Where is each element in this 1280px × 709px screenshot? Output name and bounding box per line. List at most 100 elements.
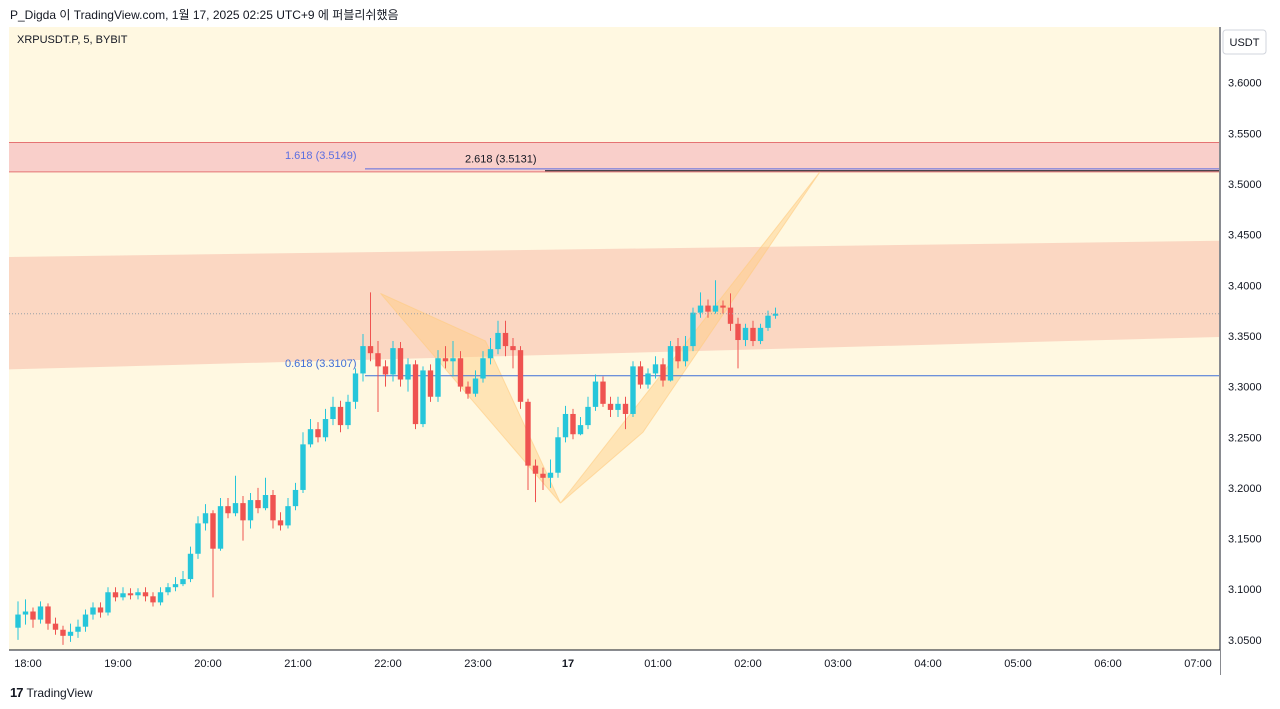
candle[interactable] [600,376,606,407]
candle[interactable] [720,300,726,314]
candle[interactable] [255,487,261,514]
candle[interactable] [330,396,336,426]
candle[interactable] [607,396,614,418]
candle[interactable] [540,467,546,490]
candle[interactable] [337,400,344,433]
candle[interactable] [82,609,89,632]
candle[interactable] [412,360,419,430]
candle[interactable] [637,361,644,389]
candle[interactable] [352,368,359,409]
candle[interactable] [105,587,111,616]
candle[interactable] [405,358,411,392]
candle[interactable] [135,588,141,600]
candle[interactable] [67,623,74,642]
candle[interactable] [360,333,366,382]
candle[interactable] [712,280,719,314]
candle[interactable] [15,601,21,640]
candle[interactable] [465,381,471,399]
candle[interactable] [727,293,734,331]
candle[interactable] [277,512,284,531]
candle[interactable] [345,394,351,430]
candle[interactable] [75,619,81,638]
candle[interactable] [382,360,389,387]
candle[interactable] [502,320,509,357]
candle[interactable] [742,323,749,347]
candle[interactable] [532,459,539,503]
candle[interactable] [60,625,66,645]
candle[interactable] [772,307,779,319]
candle[interactable] [180,570,186,587]
candle[interactable] [525,398,531,490]
candle[interactable] [697,292,704,318]
candle[interactable] [435,350,441,402]
candle[interactable] [292,482,299,511]
candle[interactable] [367,292,374,362]
candle[interactable] [630,361,636,418]
candle[interactable] [397,342,404,387]
rising-channel[interactable] [9,240,1219,370]
candle[interactable] [97,602,104,618]
candle[interactable] [555,427,561,478]
candle[interactable] [210,510,216,598]
candle[interactable] [705,299,711,318]
candle[interactable] [142,587,149,602]
candle[interactable] [585,396,591,430]
candle[interactable] [307,419,314,448]
candle[interactable] [112,587,119,602]
candle[interactable] [285,498,291,529]
candle[interactable] [592,374,599,411]
candle[interactable] [232,475,239,517]
candle[interactable] [682,335,689,367]
candle[interactable] [480,351,486,383]
candle[interactable] [472,370,479,397]
currency-selector[interactable]: USDT [1222,29,1267,55]
candle[interactable] [315,422,321,443]
candle[interactable] [30,607,36,628]
currency-box[interactable] [1222,29,1267,55]
candle[interactable] [457,351,464,392]
candle[interactable] [300,432,306,493]
symbol-label[interactable]: XRPUSDT.P, 5, BYBIT [17,34,128,46]
candle[interactable] [127,588,134,600]
candle[interactable] [577,417,584,436]
candle[interactable] [37,601,44,624]
candle[interactable] [262,477,269,511]
candle[interactable] [675,337,681,369]
candle[interactable] [165,583,171,596]
pattern-triangle-xab[interactable] [380,292,561,504]
candle[interactable] [322,408,329,442]
candle[interactable] [450,341,456,377]
candle[interactable] [510,337,516,369]
candle[interactable] [240,496,246,541]
candle[interactable] [667,341,674,382]
candle[interactable] [390,341,396,382]
candle[interactable] [615,396,621,418]
candle[interactable] [622,396,629,430]
candle[interactable] [375,341,381,412]
candle[interactable] [427,364,434,402]
candle[interactable] [660,358,666,387]
candle[interactable] [750,320,756,347]
candle[interactable] [757,323,764,345]
candle[interactable] [652,356,659,379]
candle[interactable] [202,504,209,531]
candle[interactable] [172,577,179,592]
candle[interactable] [517,346,524,409]
tradingview-brand[interactable]: 17 TradingView [10,685,93,700]
candle[interactable] [45,603,51,630]
candle[interactable] [247,492,254,529]
candle[interactable] [562,405,569,443]
candle[interactable] [690,307,696,352]
candle[interactable] [270,489,276,529]
candle[interactable] [90,602,96,620]
candle[interactable] [570,408,576,440]
candle[interactable] [645,368,651,389]
candle[interactable] [225,498,231,519]
candle[interactable] [157,587,164,606]
candle[interactable] [487,337,494,365]
candle[interactable] [735,317,741,369]
resistance-zone[interactable] [9,142,1219,172]
candle[interactable] [217,498,224,551]
candle[interactable] [52,617,59,635]
